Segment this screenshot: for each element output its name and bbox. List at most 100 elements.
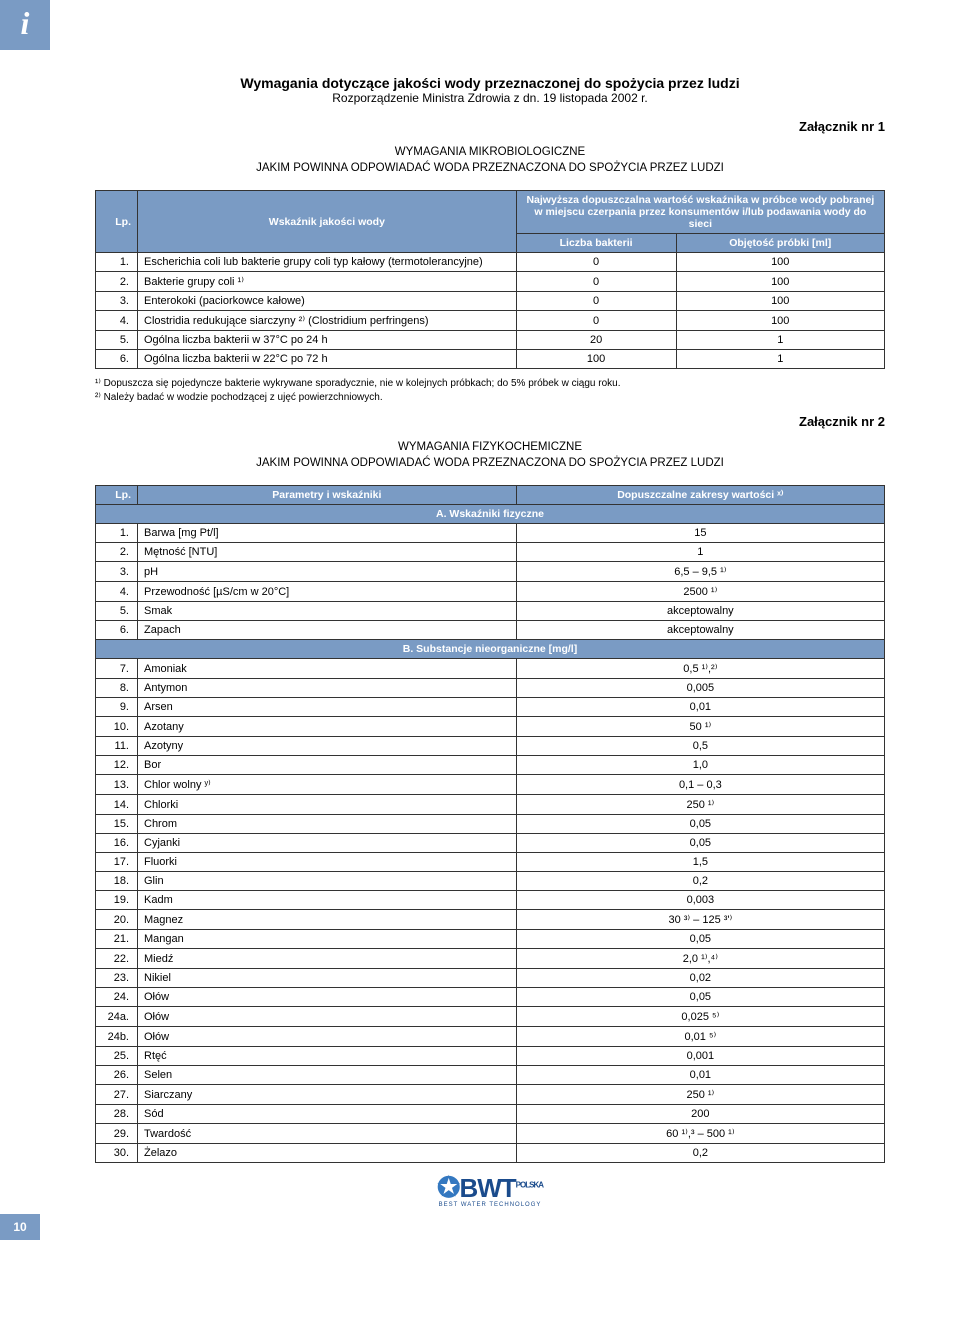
cell-lp: 1. [96, 253, 138, 272]
cell-lp: 25. [96, 1047, 138, 1066]
table-row: 6.Ogólna liczba bakterii w 22°C po 72 h1… [96, 350, 885, 369]
cell-name: Amoniak [138, 659, 517, 679]
table-row: 8.Antymon0,005 [96, 679, 885, 698]
cell-name: Cyjanki [138, 834, 517, 853]
cell-value: 15 [516, 524, 884, 543]
cell-lp: 24a. [96, 1007, 138, 1027]
cell-lp: 12. [96, 756, 138, 775]
cell-lp: 14. [96, 795, 138, 815]
cell-name: Fluorki [138, 853, 517, 872]
cell-lp: 17. [96, 853, 138, 872]
section-header-cell: B. Substancje nieorganiczne [mg/l] [96, 640, 885, 659]
cell-value: 0,2 [516, 1144, 884, 1163]
cell-name: Kadm [138, 891, 517, 910]
table-physicochemical: Lp. Parametry i wskaźniki Dopuszczalne z… [95, 485, 885, 1163]
section-title-line1: WYMAGANIA MIKROBIOLOGICZNE [395, 146, 585, 158]
cell-lp: 2. [96, 272, 138, 292]
section-header-cell: A. Wskaźniki fizyczne [96, 505, 885, 524]
th-param: Parametry i wskaźniki [138, 486, 517, 505]
table-row: 3.pH6,5 – 9,5 ¹⁾ [96, 562, 885, 582]
cell-lp: 16. [96, 834, 138, 853]
cell-count: 0 [516, 292, 676, 311]
table-row: 11.Azotyny0,5 [96, 737, 885, 756]
cell-name: Mętność [NTU] [138, 543, 517, 562]
table-row: 19.Kadm0,003 [96, 891, 885, 910]
cell-value: 30 ³⁾ – 125 ³'⁾ [516, 910, 884, 930]
note-1: ¹⁾ Dopuszcza się pojedyncze bakterie wyk… [95, 377, 885, 391]
cell-value: 60 ¹⁾,³ – 500 ¹⁾ [516, 1124, 884, 1144]
cell-value: 6,5 – 9,5 ¹⁾ [516, 562, 884, 582]
cell-count: 20 [516, 331, 676, 350]
section-title-line2: JAKIM POWINNA ODPOWIADAĆ WODA PRZEZNACZO… [256, 457, 724, 469]
note-2: ²⁾ Należy badać w wodzie pochodzącej z u… [95, 391, 885, 405]
table-row: 29.Twardość60 ¹⁾,³ – 500 ¹⁾ [96, 1124, 885, 1144]
cell-name: Arsen [138, 698, 517, 717]
cell-lp: 20. [96, 910, 138, 930]
cell-name: Żelazo [138, 1144, 517, 1163]
table-row: 13.Chlor wolny ʸ⁾0,1 – 0,3 [96, 775, 885, 795]
cell-lp: 11. [96, 737, 138, 756]
table-row: 14.Chlorki250 ¹⁾ [96, 795, 885, 815]
th-indicator: Wskaźnik jakości wody [138, 191, 517, 253]
table-row: 30.Żelazo0,2 [96, 1144, 885, 1163]
cell-name: Przewodność [µS/cm w 20°C] [138, 582, 517, 602]
logo-tag: POLSKA [516, 1181, 543, 1190]
cell-value: akceptowalny [516, 602, 884, 621]
cell-lp: 9. [96, 698, 138, 717]
cell-lp: 6. [96, 621, 138, 640]
logo-subtitle: BEST WATER TECHNOLOGY [95, 1202, 885, 1208]
cell-name: Twardość [138, 1124, 517, 1144]
th-range: Dopuszczalne zakresy wartości ˣ⁾ [516, 486, 884, 505]
cell-value: 0,005 [516, 679, 884, 698]
cell-value: 0,02 [516, 969, 884, 988]
table-row: 25.Rtęć0,001 [96, 1047, 885, 1066]
table-row: 22.Miedź2,0 ¹⁾,⁴⁾ [96, 949, 885, 969]
table-row: 6.Zapachakceptowalny [96, 621, 885, 640]
logo: ✪BWTPOLSKA BEST WATER TECHNOLOGY [95, 1171, 885, 1208]
cell-value: 250 ¹⁾ [516, 1085, 884, 1105]
cell-volume: 100 [676, 311, 885, 331]
cell-value: 200 [516, 1105, 884, 1124]
table-row: 24a.Ołów0,025 ⁵⁾ [96, 1007, 885, 1027]
cell-name: Chlor wolny ʸ⁾ [138, 775, 517, 795]
cell-value: 0,05 [516, 834, 884, 853]
cell-lp: 22. [96, 949, 138, 969]
cell-count: 100 [516, 350, 676, 369]
table-row: 23.Nikiel0,02 [96, 969, 885, 988]
table-row: 16.Cyjanki0,05 [96, 834, 885, 853]
main-title: Wymagania dotyczące jakości wody przezna… [95, 75, 885, 91]
th-volume: Objętość próbki [ml] [676, 234, 885, 253]
cell-name: Miedź [138, 949, 517, 969]
cell-lp: 6. [96, 350, 138, 369]
table-row: 2.Mętność [NTU]1 [96, 543, 885, 562]
cell-name: Azotany [138, 717, 517, 737]
logo-text: BWT [459, 1173, 515, 1203]
cell-lp: 18. [96, 872, 138, 891]
cell-lp: 13. [96, 775, 138, 795]
cell-lp: 5. [96, 331, 138, 350]
cell-value: 0,05 [516, 930, 884, 949]
cell-lp: 3. [96, 292, 138, 311]
cell-name: Chrom [138, 815, 517, 834]
table-row: 4.Przewodność [µS/cm w 20°C]2500 ¹⁾ [96, 582, 885, 602]
cell-value: 0,01 [516, 1066, 884, 1085]
cell-lp: 27. [96, 1085, 138, 1105]
cell-name: Smak [138, 602, 517, 621]
cell-name: Bor [138, 756, 517, 775]
annex-2-label: Załącznik nr 2 [95, 414, 885, 429]
cell-volume: 100 [676, 253, 885, 272]
table-row: 9.Arsen0,01 [96, 698, 885, 717]
cell-name: Selen [138, 1066, 517, 1085]
cell-name: Mangan [138, 930, 517, 949]
cell-name: Chlorki [138, 795, 517, 815]
cell-value: 0,01 [516, 698, 884, 717]
cell-volume: 1 [676, 350, 885, 369]
table-row: 26.Selen0,01 [96, 1066, 885, 1085]
cell-lp: 28. [96, 1105, 138, 1124]
cell-name: Ołów [138, 1007, 517, 1027]
cell-count: 0 [516, 253, 676, 272]
section-title-line1: WYMAGANIA FIZYKOCHEMICZNE [398, 441, 582, 453]
cell-value: 0,05 [516, 815, 884, 834]
cell-volume: 100 [676, 292, 885, 311]
cell-value: 0,003 [516, 891, 884, 910]
